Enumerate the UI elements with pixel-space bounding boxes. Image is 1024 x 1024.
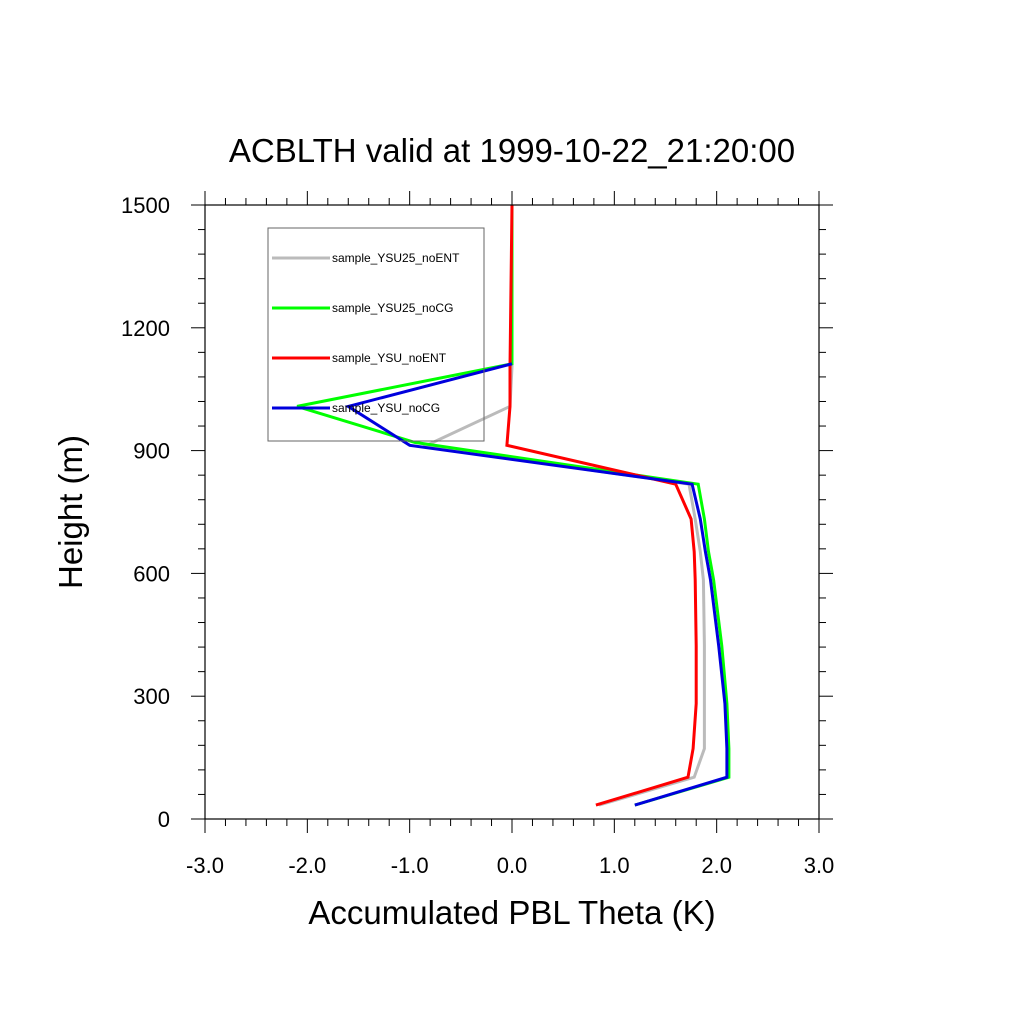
y-tick-label: 600: [133, 561, 170, 586]
legend-box: [267, 227, 485, 442]
series-line-sample_YSU_noENT: [505, 204, 698, 807]
x-tick-label: 3.0: [804, 853, 835, 878]
x-tick-label: 0.0: [497, 853, 528, 878]
series-line-sample_YSU25_noCG: [296, 205, 731, 807]
y-tick-label: 1500: [121, 193, 170, 218]
chart-title: ACBLTH valid at 1999-10-22_21:20:00: [229, 132, 795, 169]
legend-label: sample_YSU25_noCG: [332, 301, 453, 315]
y-tick-label: 900: [133, 439, 170, 464]
x-tick-label: 2.0: [701, 853, 732, 878]
legend-label: sample_YSU_noENT: [332, 351, 447, 365]
y-tick-label: 1200: [121, 316, 170, 341]
x-tick-label: -1.0: [391, 853, 429, 878]
series-line-sample_YSU25_noENT: [419, 205, 706, 807]
y-tick-label: 300: [133, 684, 170, 709]
legend-label: sample_YSU_noCG: [332, 401, 440, 415]
series-line-sample_YSU_noCG: [344, 362, 729, 807]
x-tick-label: 1.0: [599, 853, 630, 878]
y-tick-label: 0: [158, 807, 170, 832]
x-tick-label: -3.0: [186, 853, 224, 878]
series-layer: [296, 204, 731, 807]
y-axis-title: Height (m): [52, 435, 89, 589]
x-axis-title: Accumulated PBL Theta (K): [308, 894, 715, 931]
x-tick-label: -2.0: [288, 853, 326, 878]
axes-layer: -3.0 -2.0 -1.0 0.0 1.0 2.0 3.0 0 300 600 900 1200 15…: [121, 191, 834, 878]
legend: sample_YSU25_noENT sample_YSU25_noCGsampl…: [267, 227, 485, 442]
legend-label: sample_YSU25_noENT: [332, 251, 460, 265]
